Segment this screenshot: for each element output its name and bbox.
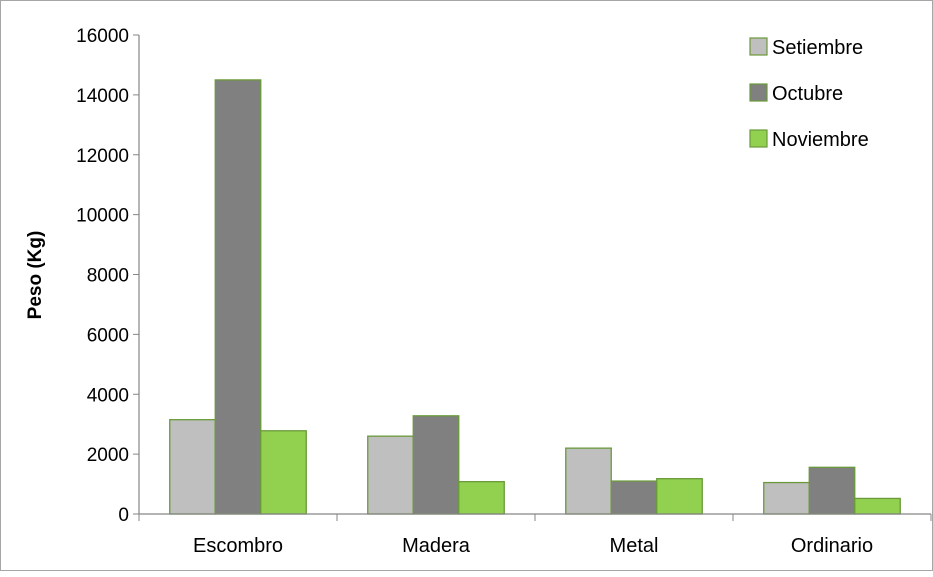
bar-ordinario-noviembre <box>854 497 901 515</box>
y-tick-label: 6000 <box>87 325 129 346</box>
bar-escombro-octubre <box>214 79 262 515</box>
y-tick-label: 10000 <box>76 206 129 227</box>
bar-escombro-noviembre <box>260 430 307 515</box>
x-category-label: Madera <box>402 535 471 557</box>
legend-label-setiembre: Setiembre <box>772 37 863 59</box>
bar-ordinario-octubre <box>808 466 856 515</box>
bar-madera-noviembre <box>458 481 505 515</box>
bars <box>169 79 901 515</box>
y-tick-label: 8000 <box>87 266 129 287</box>
y-tick-label: 4000 <box>87 385 129 406</box>
y-tick-label: 12000 <box>76 146 129 167</box>
y-axis-title: Peso (Kg) <box>25 231 46 320</box>
x-category-label: Metal <box>610 535 659 557</box>
legend-swatch-noviembre <box>749 129 768 148</box>
legend-label-octubre: Octubre <box>772 83 843 105</box>
bar-metal-octubre <box>610 480 658 515</box>
bar-metal-noviembre <box>656 478 703 515</box>
y-tick-label: 16000 <box>76 26 129 47</box>
y-axis-ticks: 0 2000 4000 6000 8000 10000 12000 14000 16000 <box>76 26 139 526</box>
bar-escombro-setiembre <box>169 419 216 515</box>
legend-swatch-setiembre <box>749 37 768 56</box>
y-tick-label: 14000 <box>76 86 129 107</box>
x-axis-labels: Escombro Madera Metal Ordinario <box>193 535 873 557</box>
legend-label-noviembre: Noviembre <box>772 129 869 151</box>
x-category-label: Ordinario <box>791 535 873 557</box>
legend: Setiembre Octubre Noviembre <box>749 37 869 151</box>
legend-swatch-octubre <box>749 83 768 102</box>
y-tick-label: 2000 <box>87 445 129 466</box>
bar-madera-setiembre <box>367 435 414 515</box>
y-tick-label: 0 <box>118 505 129 526</box>
bar-madera-octubre <box>412 415 460 515</box>
bar-metal-setiembre <box>565 447 612 515</box>
axes <box>138 35 932 521</box>
x-category-label: Escombro <box>193 535 283 557</box>
bar-ordinario-setiembre <box>763 481 810 515</box>
